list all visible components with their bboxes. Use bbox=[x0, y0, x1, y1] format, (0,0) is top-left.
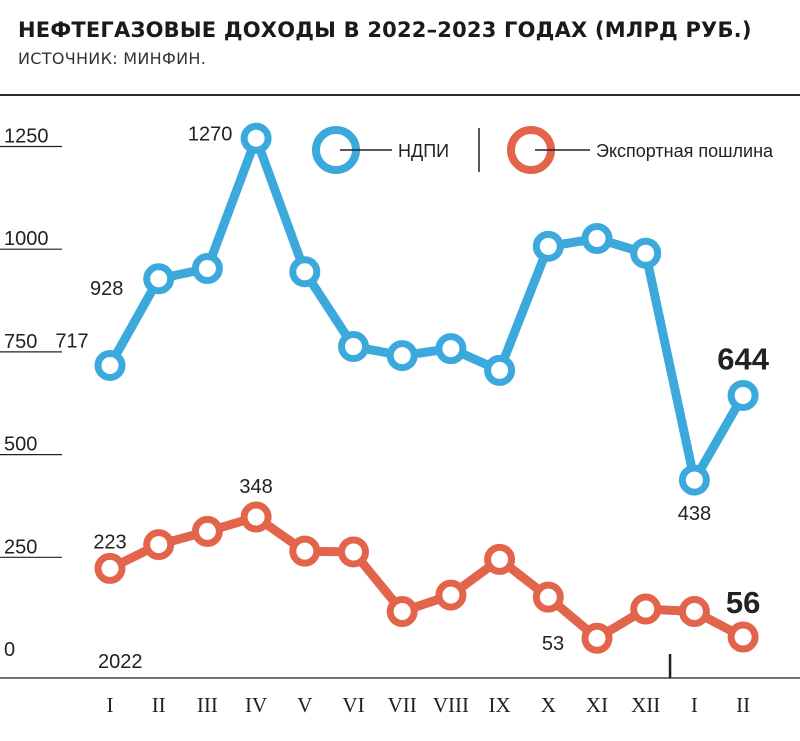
y-tick-label: 750 bbox=[4, 331, 37, 353]
data-point-export bbox=[143, 529, 175, 561]
data-point-ndpi bbox=[240, 122, 272, 154]
x-tick-label: VIII bbox=[433, 693, 469, 717]
chart-source: ИСТОЧНИК: МИНФИН. bbox=[18, 49, 207, 68]
legend-item-ndpi: НДПИ bbox=[312, 126, 449, 174]
data-label-export: 56 bbox=[726, 585, 760, 620]
x-tick-label: IX bbox=[489, 693, 511, 717]
data-point-ndpi bbox=[484, 354, 516, 386]
data-point-ndpi bbox=[289, 256, 321, 288]
x-tick-label: I bbox=[691, 693, 698, 717]
chart-header: НЕФТЕГАЗОВЫЕ ДОХОДЫ В 2022–2023 ГОДАХ (М… bbox=[18, 10, 788, 68]
legend-item-export: Экспортная пошлина bbox=[507, 126, 774, 174]
data-point-ndpi bbox=[727, 379, 759, 411]
x-tick-label: VI bbox=[342, 693, 364, 717]
header-rule bbox=[0, 94, 800, 96]
legend-label-ndpi: НДПИ bbox=[398, 141, 449, 161]
data-point-export bbox=[630, 593, 662, 625]
x-tick-label: III bbox=[197, 693, 218, 717]
data-point-export bbox=[581, 622, 613, 654]
x-tick-label: VII bbox=[388, 693, 417, 717]
data-point-export bbox=[94, 552, 126, 584]
data-point-export bbox=[386, 596, 418, 628]
data-point-ndpi bbox=[143, 263, 175, 295]
data-point-ndpi bbox=[338, 331, 369, 363]
data-point-ndpi bbox=[678, 464, 710, 496]
year-label: 2022 bbox=[98, 651, 143, 673]
data-label-export: 348 bbox=[239, 476, 272, 498]
data-label-ndpi: 644 bbox=[717, 341, 769, 376]
x-tick-label: XI bbox=[586, 693, 608, 717]
data-point-ndpi bbox=[386, 340, 418, 372]
data-label-layer: 717 928 1270 438 644 223 348 53 56 bbox=[55, 123, 769, 655]
data-point-ndpi bbox=[94, 349, 126, 381]
x-tick-label: V bbox=[297, 693, 312, 717]
data-label-ndpi: 1270 bbox=[188, 123, 233, 145]
data-point-export bbox=[240, 501, 272, 533]
series-layer bbox=[94, 122, 759, 654]
series-line-ndpi bbox=[105, 133, 748, 485]
data-label-ndpi: 717 bbox=[55, 330, 88, 352]
data-label-export: 223 bbox=[93, 531, 126, 553]
data-point-export bbox=[191, 515, 223, 547]
y-tick-label: 0 bbox=[4, 639, 15, 661]
data-label-ndpi: 928 bbox=[90, 278, 123, 300]
legend: НДПИ Экспортная пошлина bbox=[312, 126, 774, 174]
x-tick-label: X bbox=[541, 693, 556, 717]
x-tick-label: XII bbox=[631, 693, 660, 717]
data-point-ndpi bbox=[532, 230, 564, 262]
data-point-ndpi bbox=[191, 253, 223, 285]
data-point-export bbox=[532, 581, 564, 613]
data-point-export bbox=[435, 579, 467, 611]
x-tick-label: II bbox=[152, 693, 166, 717]
data-point-export bbox=[484, 543, 516, 575]
y-tick-label: 1250 bbox=[4, 126, 49, 148]
y-tick-label: 1000 bbox=[4, 228, 49, 250]
x-tick-label: II bbox=[736, 693, 750, 717]
legend-label-export: Экспортная пошлина bbox=[596, 141, 774, 161]
data-point-export bbox=[678, 596, 710, 628]
chart-title: НЕФТЕГАЗОВЫЕ ДОХОДЫ В 2022–2023 ГОДАХ (М… bbox=[18, 18, 752, 42]
data-point-ndpi bbox=[581, 223, 613, 255]
x-tick-label: I bbox=[107, 693, 114, 717]
data-point-ndpi bbox=[630, 237, 662, 269]
data-label-ndpi: 438 bbox=[678, 503, 711, 525]
x-tick-label: IV bbox=[245, 693, 267, 717]
y-tick-label: 250 bbox=[4, 536, 37, 558]
data-point-export bbox=[289, 535, 321, 567]
data-point-export bbox=[338, 536, 369, 568]
data-point-ndpi bbox=[435, 333, 467, 365]
data-label-export: 53 bbox=[542, 633, 564, 655]
y-tick-label: 500 bbox=[4, 434, 37, 456]
data-point-export bbox=[727, 621, 759, 653]
